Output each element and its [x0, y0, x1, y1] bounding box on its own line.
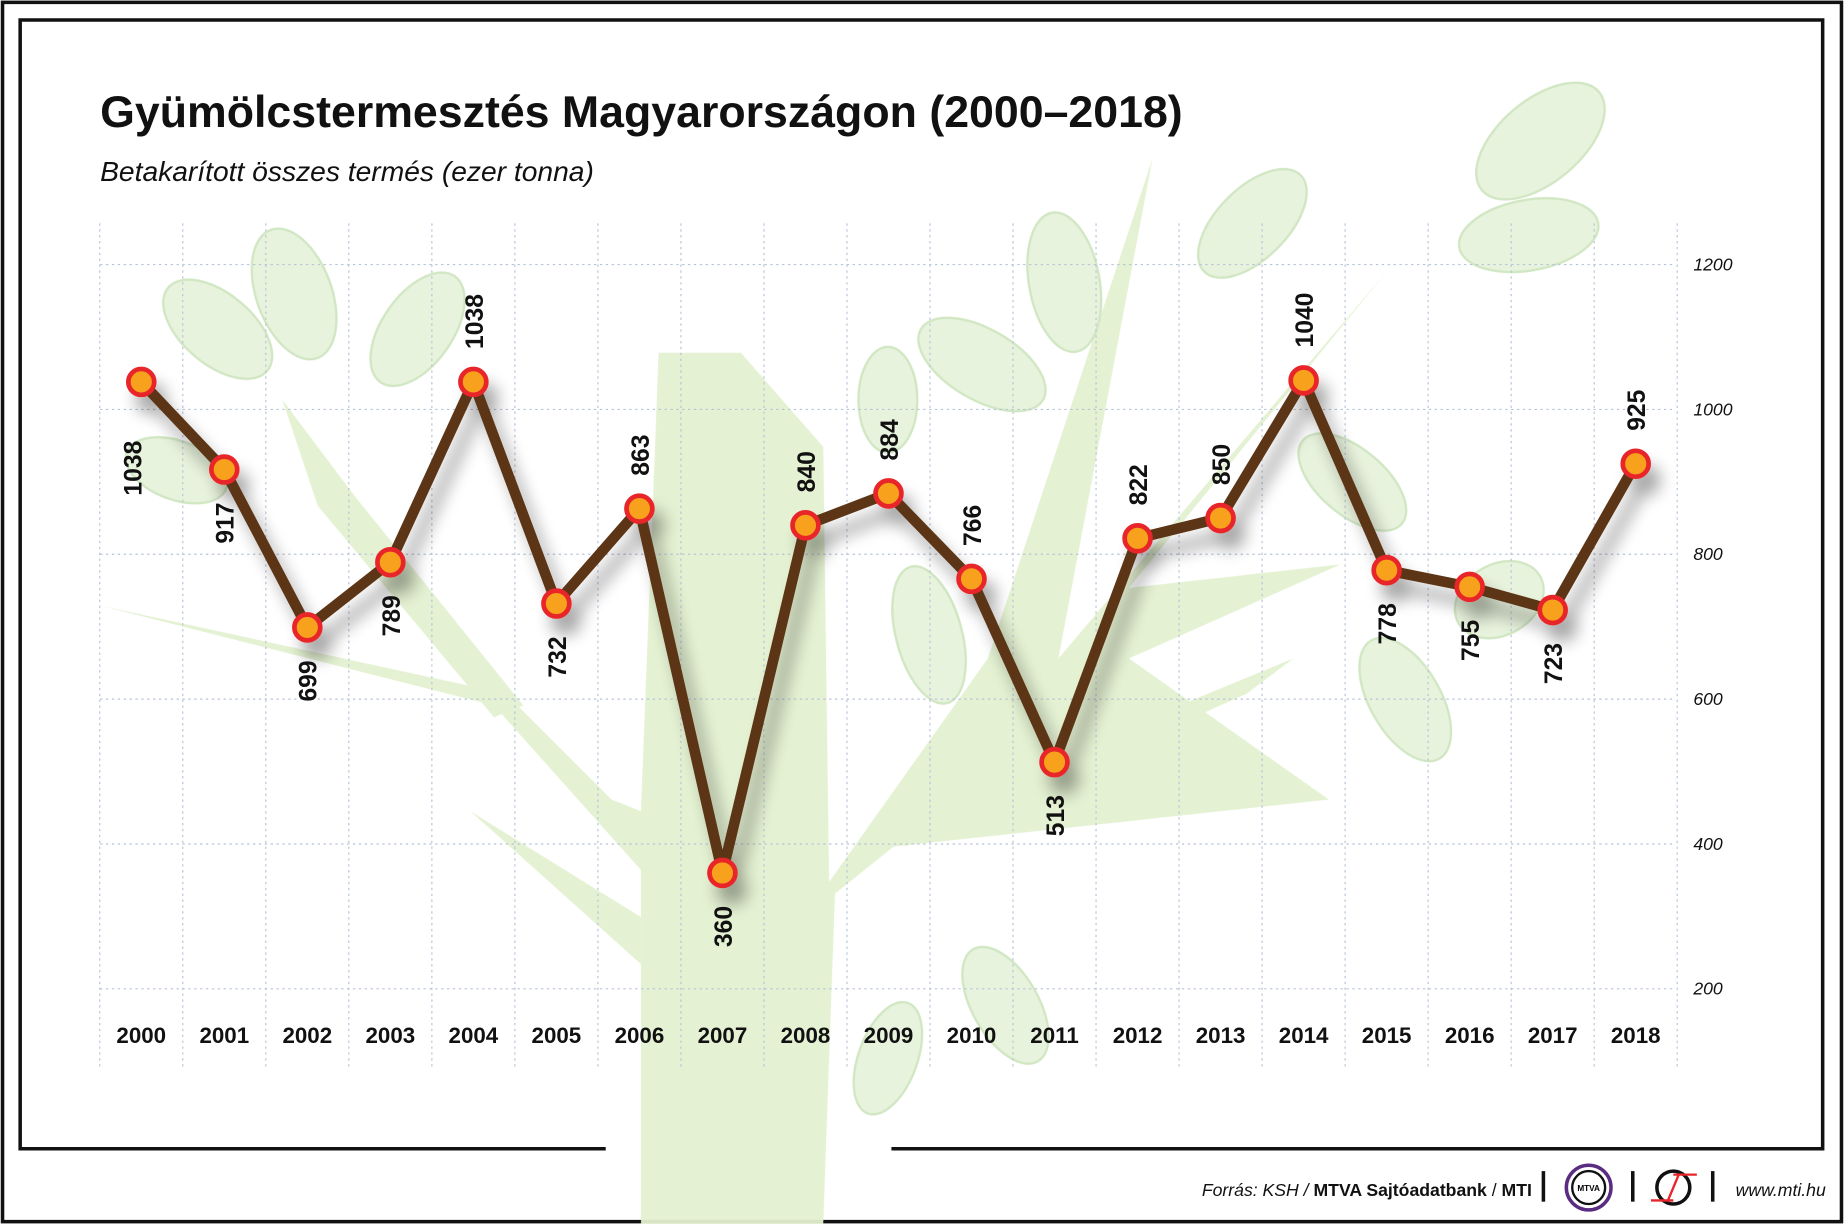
x-tick-label: 2000 — [116, 1023, 166, 1048]
data-point — [292, 612, 323, 643]
data-label: 778 — [1375, 603, 1402, 644]
data-label: 513 — [1043, 795, 1070, 836]
x-tick-label: 2009 — [864, 1023, 914, 1048]
data-point — [458, 366, 489, 398]
chart-subtitle: Betakarított összes termés (ezer tonna) — [100, 155, 594, 187]
data-point — [541, 588, 572, 619]
data-label: 850 — [1209, 444, 1236, 485]
source-mti: MTI — [1502, 1180, 1532, 1200]
data-point — [1454, 571, 1485, 603]
data-point — [1371, 554, 1402, 586]
data-label: 789 — [379, 595, 406, 636]
x-tick-label: 2013 — [1196, 1023, 1246, 1048]
grid — [99, 223, 1678, 1070]
data-point — [209, 454, 240, 485]
data-labels: 1038 917 699 789 1038 732 863 360 840 884 766 513 82… — [120, 293, 1651, 947]
x-tick-label: 2002 — [282, 1023, 332, 1048]
data-point — [1205, 502, 1236, 534]
x-tick-label: 2003 — [366, 1023, 416, 1048]
data-point — [1039, 746, 1070, 778]
x-tick-label: 2016 — [1445, 1023, 1495, 1048]
source-prefix: Forrás: KSH / — [1202, 1180, 1314, 1200]
data-label: 1040 — [1292, 293, 1319, 348]
mtva-logo: MTVA — [1564, 1163, 1613, 1212]
data-label: 699 — [296, 660, 323, 701]
y-tick-label: 800 — [1693, 544, 1723, 564]
x-axis: 2000 2001 2002 2003 2004 2005 2006 2007 2008 2009… — [116, 1023, 1660, 1048]
data-point — [1537, 594, 1568, 626]
x-tick-label: 2008 — [781, 1023, 831, 1048]
y-tick-label: 400 — [1693, 834, 1723, 854]
x-tick-label: 2017 — [1528, 1023, 1578, 1048]
y-axis: 200 400 600 800 1000 1200 — [1692, 254, 1732, 998]
y-tick-label: 1200 — [1693, 254, 1732, 274]
data-point — [624, 493, 655, 524]
footer: Forrás: KSH / MTVA Sajtóadatbank / MTI M… — [1202, 1163, 1826, 1212]
mti-logo — [1650, 1169, 1697, 1206]
data-point — [707, 857, 738, 889]
data-label: 863 — [628, 435, 655, 476]
data-point — [1288, 365, 1319, 396]
x-tick-label: 2018 — [1611, 1023, 1661, 1048]
data-point — [873, 478, 904, 509]
x-tick-label: 2007 — [698, 1023, 748, 1048]
data-point — [956, 563, 987, 595]
y-tick-label: 1000 — [1693, 399, 1732, 419]
data-label: 884 — [877, 419, 904, 460]
x-tick-label: 2012 — [1113, 1023, 1163, 1048]
y-tick-label: 200 — [1692, 979, 1723, 999]
source-bold: MTVA Sajtóadatbank — [1313, 1180, 1487, 1200]
x-tick-label: 2001 — [199, 1023, 249, 1048]
series-line — [125, 365, 1651, 889]
data-label: 755 — [1458, 620, 1485, 661]
x-tick-label: 2005 — [532, 1023, 582, 1048]
data-label: 925 — [1624, 389, 1651, 430]
x-tick-label: 2014 — [1279, 1023, 1329, 1048]
data-label: 723 — [1541, 643, 1568, 684]
data-label: 732 — [545, 636, 572, 677]
chart-title: Gyümölcstermesztés Magyarországon (2000–… — [100, 88, 1183, 137]
data-label: 1038 — [462, 294, 489, 349]
x-tick-label: 2011 — [1030, 1023, 1078, 1048]
website-url: www.mti.hu — [1736, 1180, 1826, 1200]
data-point — [1122, 523, 1153, 554]
background-tree — [100, 81, 1606, 1224]
x-tick-label: 2015 — [1362, 1023, 1412, 1048]
svg-text:MTVA: MTVA — [1577, 1184, 1600, 1193]
data-point — [125, 366, 157, 398]
source-sep: / — [1487, 1180, 1502, 1200]
data-point — [375, 546, 406, 578]
data-label: 917 — [213, 502, 240, 543]
x-tick-label: 2006 — [615, 1023, 665, 1048]
data-point — [790, 510, 821, 541]
data-label: 822 — [1126, 464, 1153, 505]
data-label: 840 — [794, 451, 821, 492]
data-label: 360 — [711, 906, 738, 947]
source-text: Forrás: KSH / MTVA Sajtóadatbank / MTI — [1202, 1180, 1532, 1200]
data-point — [1620, 448, 1651, 480]
x-tick-label: 2004 — [449, 1023, 499, 1048]
y-tick-label: 600 — [1693, 689, 1723, 709]
frame — [18, 18, 1825, 1151]
data-label: 1038 — [120, 441, 147, 496]
data-label: 766 — [960, 505, 987, 546]
x-tick-label: 2010 — [947, 1023, 997, 1048]
